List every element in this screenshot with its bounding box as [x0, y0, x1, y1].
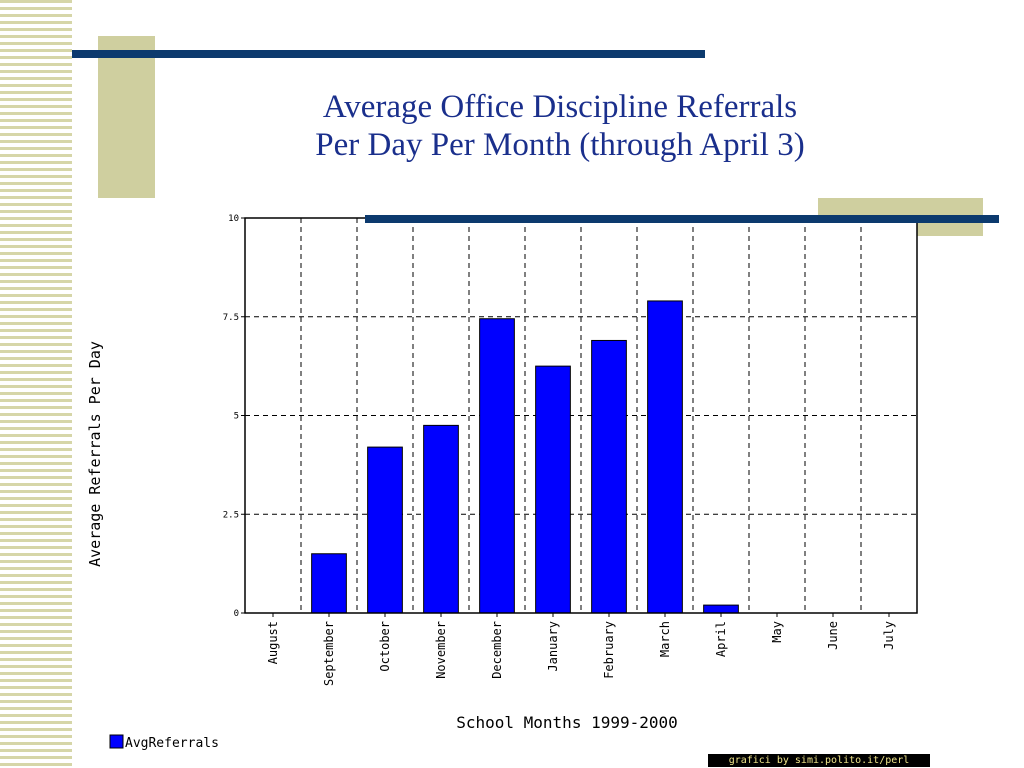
legend: AvgReferrals	[109, 734, 219, 751]
x-tick-label: January	[546, 621, 560, 672]
credit-badge: grafici by simi.polito.it/perl	[708, 754, 930, 767]
x-tick-label: August	[266, 621, 280, 664]
y-tick-label: 2.5	[223, 510, 239, 520]
y-tick-label: 7.5	[223, 313, 239, 323]
x-tick-label: September	[322, 621, 336, 686]
x-tick-label: November	[434, 621, 448, 679]
decorative-stripe-band	[0, 0, 72, 768]
x-tick-label: July	[882, 621, 896, 650]
decorative-bar-top	[72, 50, 705, 58]
y-tick-label: 5	[234, 412, 239, 422]
x-tick-label: February	[602, 621, 616, 679]
y-axis-label: Average Referrals Per Day	[86, 341, 104, 567]
y-tick-label: 10	[228, 214, 239, 224]
bar-december	[479, 318, 515, 614]
bar-april	[703, 604, 739, 614]
decorative-block-left	[98, 36, 155, 198]
x-axis-label: School Months 1999-2000	[456, 713, 678, 732]
bar-october	[367, 446, 403, 614]
x-tick-label: December	[490, 621, 504, 679]
slide-title: Average Office Discipline Referrals Per …	[180, 88, 940, 164]
y-tick-label: 0	[234, 609, 239, 619]
x-tick-label: March	[658, 621, 672, 657]
bar-february	[591, 339, 627, 614]
bar-november	[423, 424, 459, 614]
bar-march	[647, 300, 683, 614]
x-tick-label: April	[714, 621, 728, 657]
bar-january	[535, 365, 571, 614]
slide-title-line-1: Average Office Discipline Referrals	[322, 89, 798, 125]
decorative-bar-right	[365, 215, 999, 223]
x-tick-label: May	[770, 621, 784, 643]
x-tick-label: October	[378, 621, 392, 672]
x-tick-label: June	[826, 621, 840, 650]
legend-swatch	[109, 734, 124, 749]
bar-september	[311, 553, 347, 614]
legend-label: AvgReferrals	[125, 736, 219, 751]
slide-title-line-2: Per Day Per Month (through April 3)	[315, 127, 805, 163]
